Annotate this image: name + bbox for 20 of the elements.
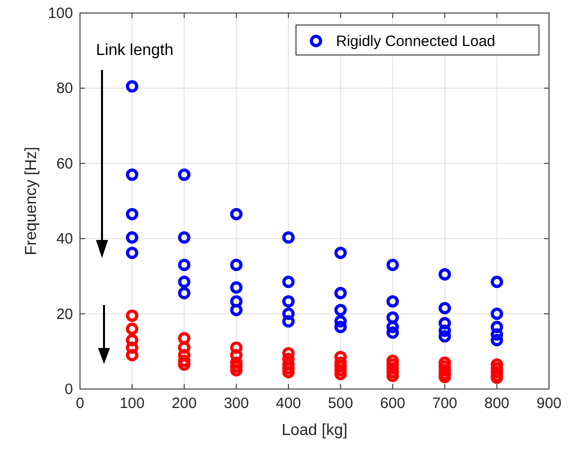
annotation: Link length [96,42,174,59]
x-tick-label: 900 [536,395,562,412]
x-tick-label: 200 [172,395,197,412]
y-tick-label: 0 [64,381,73,398]
y-tick-label: 40 [56,230,73,248]
y-tick-label: 60 [56,155,73,172]
x-tick-label: 800 [484,395,510,412]
x-tick-label: 100 [120,395,145,412]
x-tick-label: 500 [328,395,354,412]
x-tick-label: 0 [76,395,84,412]
x-axis-title: Load [kg] [282,422,348,439]
x-tick-label: 300 [224,395,249,412]
y-tick-label: 20 [56,306,73,323]
y-tick-label: 100 [48,5,73,22]
x-tick-label: 400 [276,395,301,412]
y-tick-label: 80 [56,80,73,98]
x-tick-label: 600 [380,395,406,412]
legend-label: Rigidly Connected Load [336,33,496,50]
y-axis-title: Frequency [Hz] [23,146,40,256]
x-tick-label: 700 [432,395,458,412]
